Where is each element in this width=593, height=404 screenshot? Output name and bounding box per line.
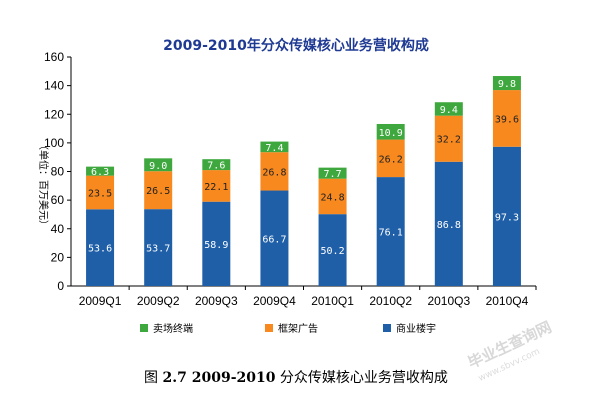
figure-caption: 图 2.7 2009-2010 分众传媒核心业务营收构成 — [144, 370, 448, 386]
caption-number: 2.7 2009-2010 — [163, 370, 276, 386]
bar-segment — [318, 214, 347, 286]
legend-swatch — [140, 324, 148, 332]
data-label: 9.4 — [440, 105, 458, 116]
y-tick-label: 0 — [57, 279, 64, 293]
legend-label: 商业楼宇 — [396, 322, 436, 335]
bar-segment — [86, 175, 115, 210]
y-tick-label: 100 — [44, 136, 64, 150]
data-label: 26.5 — [146, 186, 170, 197]
legend-swatch — [383, 324, 391, 332]
data-label: 9.8 — [498, 79, 516, 90]
caption-prefix: 图 — [144, 370, 162, 386]
data-label: 66.7 — [262, 234, 286, 245]
data-label: 76.1 — [379, 228, 403, 239]
data-label: 7.6 — [207, 161, 225, 172]
y-tick-label: 160 — [44, 50, 64, 64]
bar-segment — [376, 139, 405, 178]
legend-label: 框架广告 — [278, 322, 318, 335]
y-tick-label: 60 — [51, 193, 65, 207]
data-label: 9.0 — [149, 161, 167, 172]
data-label: 53.6 — [88, 244, 112, 255]
bar-segment — [86, 209, 115, 286]
bar-segment — [318, 178, 347, 215]
bar-segment — [318, 167, 347, 179]
bar-segment — [202, 159, 231, 171]
data-label: 26.2 — [379, 154, 403, 165]
bar-segment — [376, 177, 405, 286]
bars-group: 53.6 23.5 6.3 53.7 26.5 9.0 58.9 22.1 7.6 66.7 26.… — [86, 76, 521, 286]
data-label: 97.3 — [495, 212, 519, 223]
data-label: 53.7 — [146, 244, 170, 255]
data-label: 10.9 — [379, 128, 403, 139]
caption-text: 分众传媒核心业务营收构成 — [275, 370, 447, 386]
x-tick-label: 2010Q1 — [311, 294, 354, 308]
data-label: 32.2 — [437, 135, 461, 146]
bar-segment — [492, 90, 521, 147]
bar-segment — [434, 115, 463, 162]
y-axis: 0 20 40 60 80 100 120 140 160 — [44, 50, 71, 293]
bar-segment — [376, 123, 405, 140]
x-tick-label: 2010Q2 — [369, 294, 412, 308]
data-label: 22.1 — [204, 182, 228, 193]
x-tick-label: 2009Q4 — [253, 294, 296, 308]
data-label: 6.3 — [91, 167, 109, 178]
bar-segment — [434, 102, 463, 116]
bar-segment — [492, 146, 521, 286]
y-tick-label: 80 — [51, 165, 65, 179]
data-label: 7.7 — [324, 169, 342, 180]
bar-segment — [202, 201, 231, 286]
data-label: 26.8 — [262, 167, 286, 178]
bar-segment — [144, 171, 173, 210]
bar-segment — [202, 170, 231, 202]
data-label: 24.8 — [321, 192, 345, 203]
legend: 卖场终端 框架广告 商业楼宇 — [140, 322, 436, 335]
chart-title: 2009-2010年分众传媒核心业务营收构成 — [163, 37, 429, 54]
data-label: 50.2 — [321, 246, 345, 257]
y-tick-label: 120 — [44, 107, 64, 121]
x-tick-label: 2009Q3 — [195, 294, 238, 308]
y-tick-label: 20 — [51, 250, 65, 264]
data-label: 58.9 — [204, 240, 228, 251]
bar-segment — [144, 209, 173, 286]
x-tick-label: 2010Q4 — [486, 294, 529, 308]
y-axis-label: （单位：百万美元） — [37, 140, 50, 230]
bar-segment — [260, 190, 289, 286]
y-tick-label: 40 — [51, 222, 65, 236]
data-label: 23.5 — [88, 188, 112, 199]
x-tick-label: 2009Q1 — [79, 294, 122, 308]
legend-label: 卖场终端 — [153, 322, 193, 335]
bar-segment — [434, 161, 463, 286]
data-label: 39.6 — [495, 114, 519, 125]
bar-segment — [260, 141, 289, 153]
legend-swatch — [265, 324, 273, 332]
x-axis: 2009Q1 2009Q2 2009Q3 2009Q4 2010Q1 2010Q2 2010… — [79, 286, 537, 308]
bar-segment — [144, 158, 173, 172]
x-tick-label: 2010Q3 — [427, 294, 470, 308]
bar-segment — [492, 76, 521, 91]
x-tick-label: 2009Q2 — [137, 294, 180, 308]
data-label: 7.4 — [265, 143, 283, 154]
bar-segment — [260, 152, 289, 191]
y-tick-label: 140 — [44, 79, 64, 93]
data-label: 86.8 — [437, 220, 461, 231]
bar-segment — [86, 166, 115, 176]
